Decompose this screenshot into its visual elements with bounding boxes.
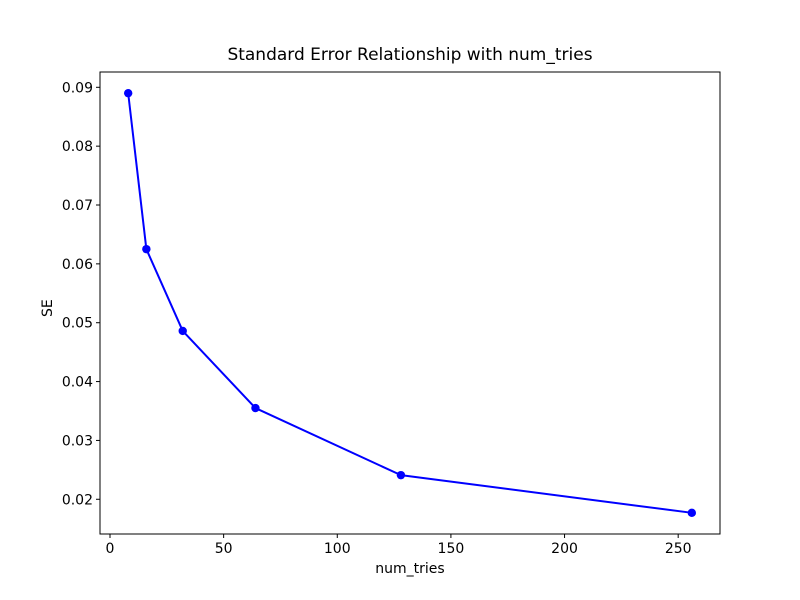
plot-border	[99, 71, 721, 535]
data-point	[396, 470, 406, 480]
x-tick-label: 100	[324, 541, 351, 557]
x-tick-label: 200	[551, 541, 578, 557]
x-tick-label: 150	[438, 541, 465, 557]
data-point	[123, 88, 133, 98]
y-tick-label: 0.02	[62, 492, 93, 508]
data-point	[142, 244, 151, 254]
y-tick-label: 0.05	[62, 316, 93, 332]
y-tick-label: 0.09	[62, 80, 93, 96]
chart-title: Standard Error Relationship with num_tri…	[227, 45, 593, 65]
y-tick-label: 0.07	[62, 198, 93, 214]
x-tick-label: 50	[215, 541, 233, 557]
data-point	[687, 508, 697, 518]
data-point	[178, 326, 187, 336]
data-point	[251, 403, 260, 413]
y-tick-label: 0.08	[62, 139, 93, 155]
x-tick-label: 250	[665, 541, 692, 557]
y-tick-label: 0.06	[62, 257, 93, 273]
y-tick-label: 0.04	[62, 375, 93, 391]
data-line	[127, 92, 693, 514]
y-axis-label: SE	[40, 299, 56, 317]
x-tick-label: 0	[106, 541, 115, 557]
x-axis-label: num_tries	[375, 561, 445, 577]
y-tick-label: 0.03	[62, 433, 93, 449]
